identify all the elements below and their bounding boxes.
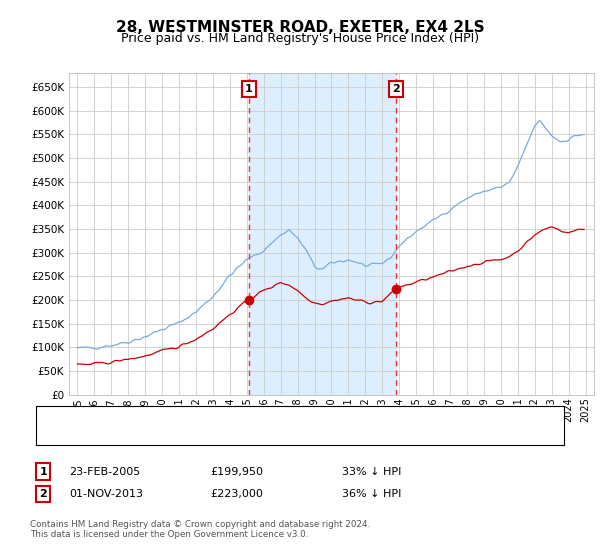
Text: 23-FEB-2005: 23-FEB-2005 [69, 466, 140, 477]
Text: ——: —— [48, 428, 73, 441]
Text: 36% ↓ HPI: 36% ↓ HPI [342, 489, 401, 499]
Text: ——: —— [48, 410, 73, 423]
Text: £199,950: £199,950 [210, 466, 263, 477]
Text: Contains HM Land Registry data © Crown copyright and database right 2024.
This d: Contains HM Land Registry data © Crown c… [30, 520, 370, 539]
Bar [249, 73, 397, 395]
Text: 1: 1 [245, 85, 253, 95]
Text: 01-NOV-2013: 01-NOV-2013 [69, 489, 143, 499]
Text: 2: 2 [392, 85, 400, 95]
Text: HPI: Average price, detached house, Exeter: HPI: Average price, detached house, Exet… [90, 429, 316, 439]
Text: 1: 1 [40, 466, 47, 477]
Text: 33% ↓ HPI: 33% ↓ HPI [342, 466, 401, 477]
Text: 28, WESTMINSTER ROAD, EXETER, EX4 2LS (detached house): 28, WESTMINSTER ROAD, EXETER, EX4 2LS (d… [90, 412, 410, 422]
Text: £223,000: £223,000 [210, 489, 263, 499]
Text: Price paid vs. HM Land Registry's House Price Index (HPI): Price paid vs. HM Land Registry's House … [121, 32, 479, 45]
Text: 28, WESTMINSTER ROAD, EXETER, EX4 2LS: 28, WESTMINSTER ROAD, EXETER, EX4 2LS [116, 20, 484, 35]
Text: 2: 2 [40, 489, 47, 499]
